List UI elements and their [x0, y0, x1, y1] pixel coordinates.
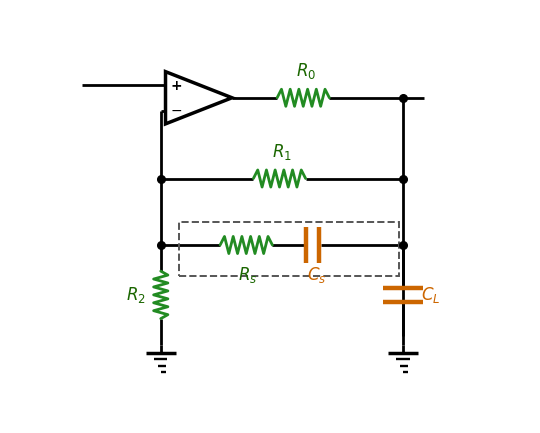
Text: +: +	[170, 79, 182, 93]
Text: $C_L$: $C_L$	[421, 285, 441, 305]
Bar	[179, 222, 399, 276]
Text: $C_s$: $C_s$	[307, 265, 326, 285]
Text: $-$: $-$	[170, 103, 182, 116]
Text: $R_1$: $R_1$	[272, 142, 292, 162]
Text: $R_2$: $R_2$	[126, 285, 146, 305]
Text: $R_s$: $R_s$	[238, 265, 257, 285]
Text: $R_0$: $R_0$	[296, 61, 316, 81]
